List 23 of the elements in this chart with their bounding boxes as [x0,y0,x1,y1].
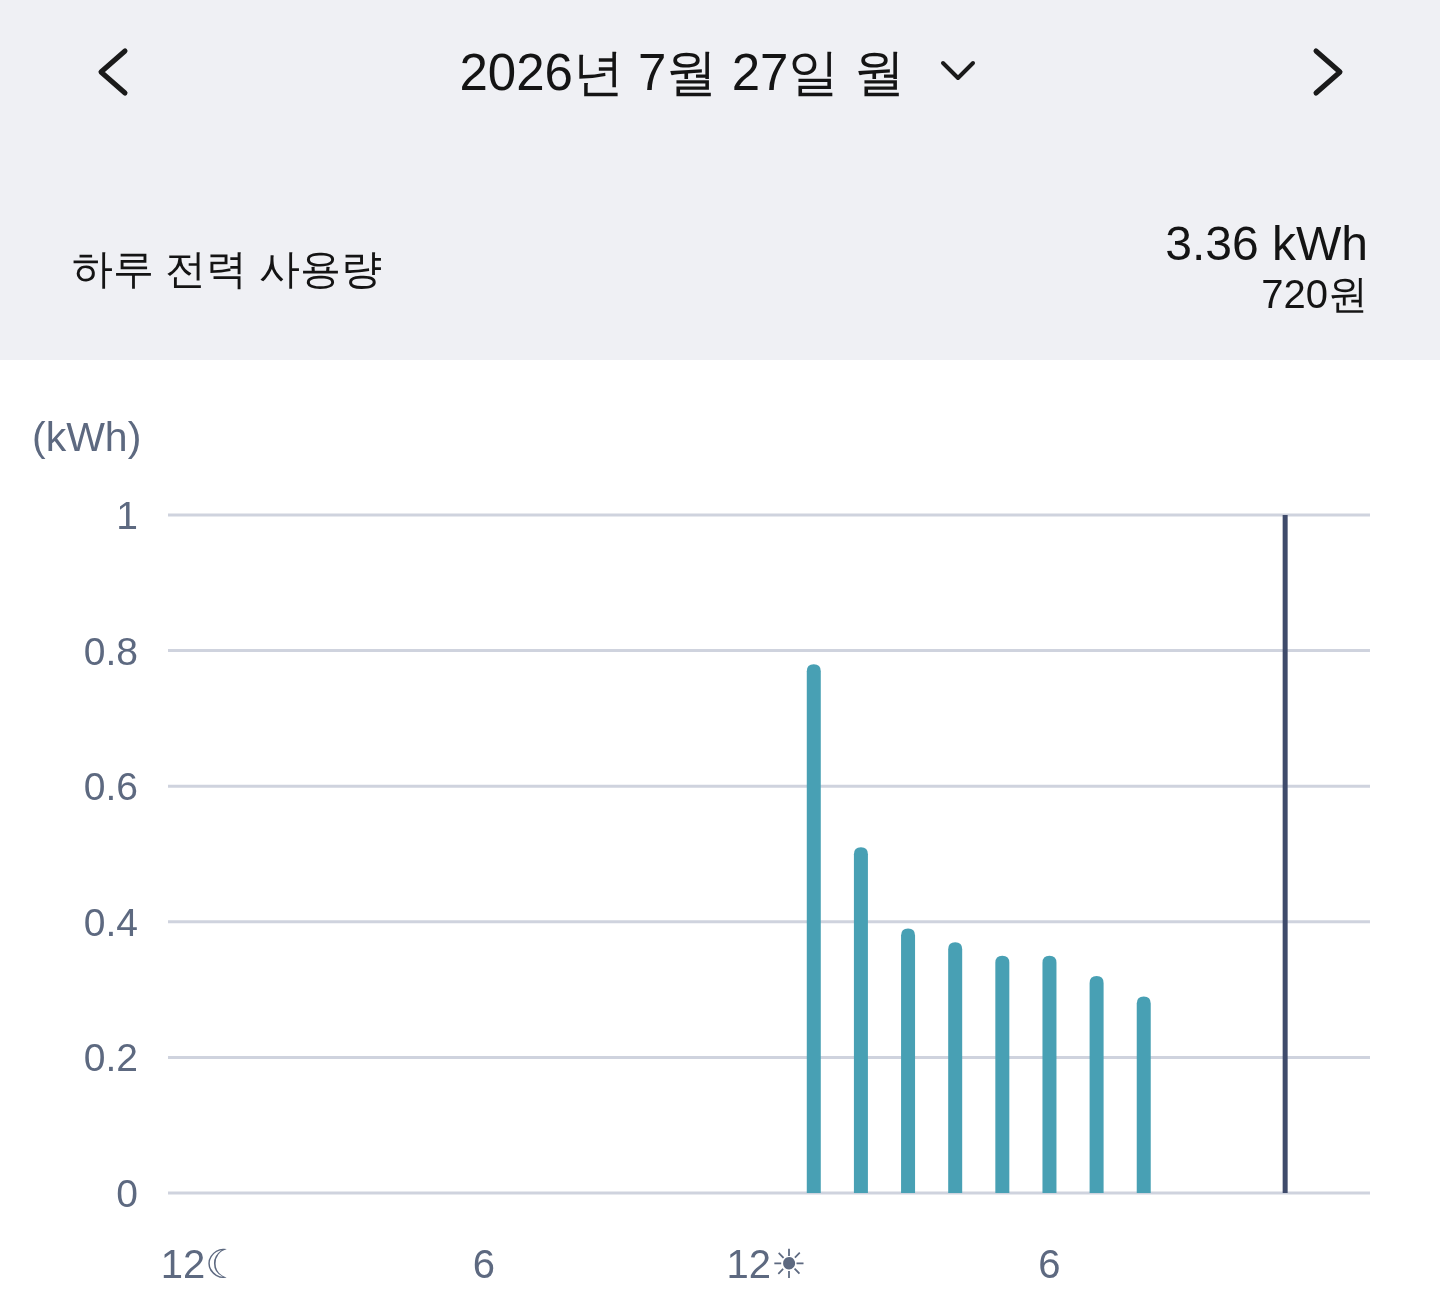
bar [1136,996,1151,1193]
y-tick-label: 0.8 [83,629,138,673]
y-tick-label: 0.6 [83,765,138,809]
x-tick-label: 6 [472,1242,495,1286]
bar [901,928,916,1193]
text: 3.36 kWh [1165,217,1368,270]
chart-subtitle: 하루 전력 사용량 [72,246,382,292]
y-tick-label: 1 [116,494,138,537]
y-tick-label: 0.4 [83,900,138,944]
y-axis-title: (kWh) [32,414,142,460]
y-tick-label: 0.2 [83,1036,138,1080]
bar [806,664,821,1193]
bar [1042,955,1057,1193]
bar [853,847,868,1193]
x-tick-label: 12☾ [160,1242,242,1286]
x-tick-label: 12☀ [726,1242,807,1286]
bar [948,942,963,1193]
y-tick-label: 0 [116,1172,138,1215]
x-tick-label: 6 [1038,1242,1061,1286]
text: 720원 [1261,272,1368,316]
chart-title: 2026년 7월 27일 월 [459,44,905,101]
bar [1089,976,1104,1193]
bar [995,955,1010,1193]
